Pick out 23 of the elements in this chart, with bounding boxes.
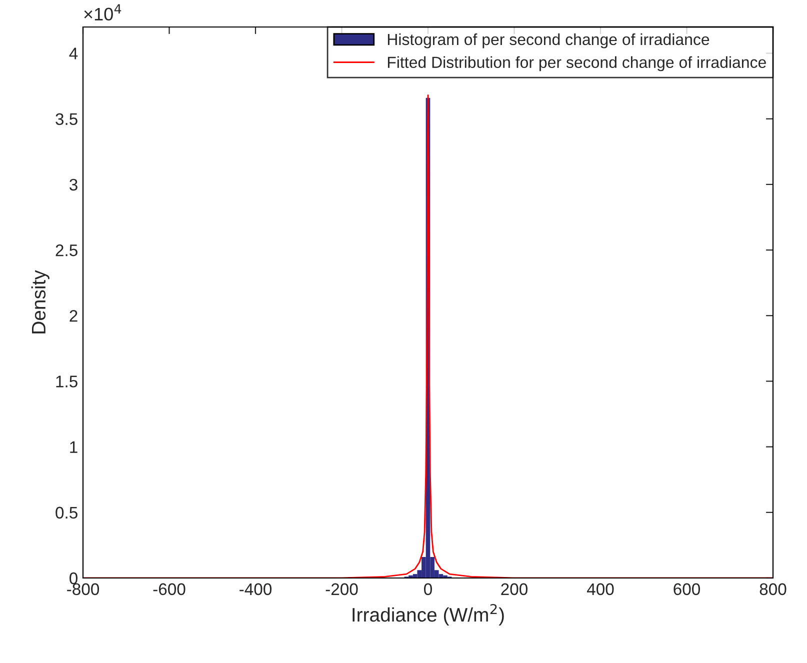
- y-tick-label: 4: [69, 48, 78, 60]
- x-tick-label: -200: [326, 583, 358, 596]
- legend-label: Fitted Distribution for per second change of irradiance: [388, 56, 766, 72]
- x-tick-label: -800: [67, 583, 100, 596]
- x-tick-label: -600: [153, 583, 186, 596]
- text: ×10$^{4}$: [84, 4, 122, 21]
- y-tick-label: 1.5: [56, 376, 78, 388]
- legend-label: Histogram of per second change of irradiance: [388, 33, 710, 48]
- x-tick-label: 800: [760, 583, 786, 596]
- x-tick-label: 600: [674, 583, 700, 596]
- y-tick-label: 2.5: [56, 244, 78, 256]
- y-tick-label: 3.5: [56, 113, 78, 126]
- x-axis-title: Irradiance (W/m$^{2}$): [352, 604, 504, 626]
- y-axis-title: Density: [31, 270, 50, 334]
- y-tick-label: 0: [70, 572, 78, 584]
- y-tick-label: 3: [70, 178, 78, 191]
- x-tick-label: 200: [501, 583, 528, 596]
- y-tick-label: 2: [70, 310, 78, 322]
- x-tick-label: 0: [424, 583, 432, 596]
- x-tick-label: -400: [240, 583, 272, 596]
- y-tick-label: 0.5: [56, 506, 78, 519]
- x-tick-label: 400: [586, 583, 614, 596]
- y-tick-label: 1: [70, 441, 78, 453]
